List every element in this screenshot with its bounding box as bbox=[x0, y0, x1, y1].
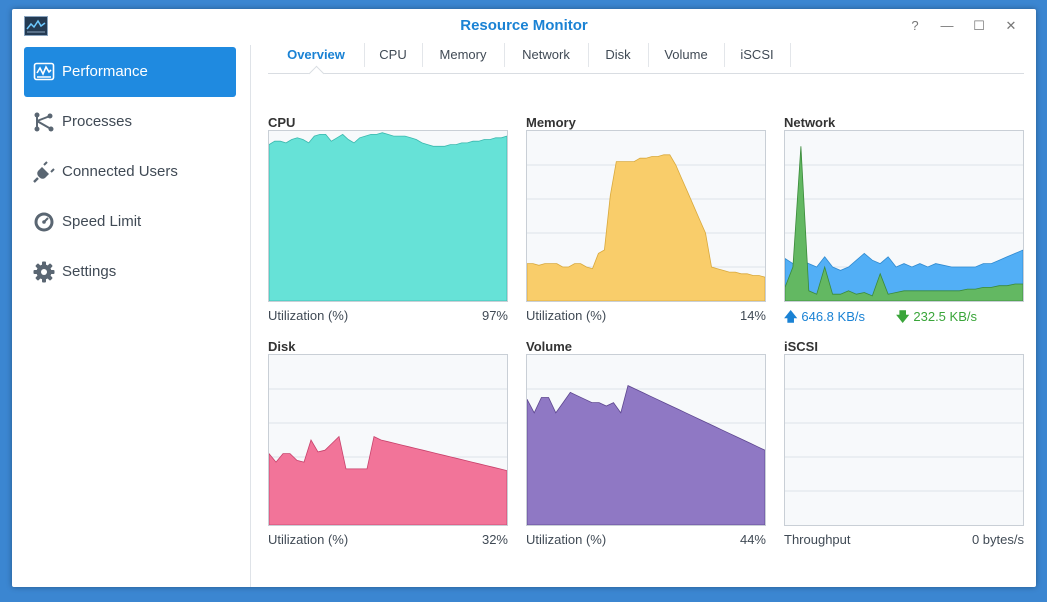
network-download: 🡇 232.5 KB/s bbox=[896, 308, 977, 330]
tab-disk[interactable]: Disk bbox=[588, 43, 649, 67]
panel-title: CPU bbox=[268, 115, 296, 130]
cpu-series-area bbox=[269, 132, 507, 301]
disk-panel: Disk Utilization (%) 32% bbox=[268, 339, 508, 547]
iscsi-value: 0 bytes/s bbox=[971, 532, 1024, 547]
maximize-icon[interactable]: ☐ bbox=[973, 18, 985, 33]
download-series-area bbox=[785, 146, 1023, 301]
memory-value: 14% bbox=[739, 308, 766, 323]
panel-title: Volume bbox=[526, 339, 572, 354]
download-arrow-icon: 🡇 bbox=[896, 309, 910, 324]
sidebar-item-processes[interactable]: Processes bbox=[24, 97, 236, 147]
tab-iscsi[interactable]: iSCSI bbox=[724, 43, 791, 67]
minimize-icon[interactable]: — bbox=[940, 18, 954, 33]
network-download-value: 232.5 KB/s bbox=[913, 309, 977, 324]
sidebar-item-connected-users[interactable]: Connected Users bbox=[24, 147, 236, 197]
memory-metric-label: Utilization (%) bbox=[526, 308, 607, 323]
sidebar-item-label: Processes bbox=[62, 113, 133, 130]
memory-graph[interactable] bbox=[526, 130, 766, 302]
network-upload-value: 646.8 KB/s bbox=[801, 309, 865, 324]
sidebar-item-speed-limit[interactable]: Speed Limit bbox=[24, 197, 236, 247]
window-title: Resource Monitor bbox=[460, 17, 588, 34]
cpu-metric-label: Utilization (%) bbox=[268, 308, 349, 323]
network-panel: Network 🡅 646.8 KB/s 🡇 232.5 KB/s bbox=[784, 115, 1024, 324]
sidebar: Performance Processes Connected Users bbox=[12, 45, 251, 587]
disk-chart bbox=[269, 388, 507, 525]
resource-monitor-window: Resource Monitor ? — ☐ ✕ Performance Pro… bbox=[12, 9, 1036, 587]
gauge-icon bbox=[34, 212, 54, 232]
disk-series-area bbox=[269, 435, 507, 525]
volume-value: 44% bbox=[739, 532, 766, 547]
cpu-value: 97% bbox=[481, 308, 508, 323]
memory-chart bbox=[527, 154, 765, 301]
close-icon[interactable]: ✕ bbox=[1005, 18, 1017, 33]
network-chart bbox=[785, 146, 1023, 301]
cpu-chart bbox=[269, 132, 507, 301]
volume-chart bbox=[527, 385, 765, 525]
resource-monitor-app-icon bbox=[24, 16, 48, 36]
upload-arrow-icon: 🡅 bbox=[784, 309, 798, 324]
sidebar-item-performance[interactable]: Performance bbox=[24, 47, 236, 97]
volume-panel: Volume Utilization (%) 44% bbox=[526, 339, 766, 547]
memory-series-area bbox=[527, 154, 765, 301]
panel-title: Memory bbox=[526, 115, 576, 130]
volume-series-area bbox=[527, 385, 765, 525]
active-tab-indicator bbox=[308, 65, 325, 82]
tab-network[interactable]: Network bbox=[504, 43, 589, 67]
disk-value: 32% bbox=[481, 532, 508, 547]
iscsi-metric-label: Throughput bbox=[784, 532, 851, 547]
volume-graph[interactable] bbox=[526, 354, 766, 526]
iscsi-graph[interactable] bbox=[784, 354, 1024, 526]
tab-overview[interactable]: Overview bbox=[268, 43, 365, 67]
plug-icon bbox=[33, 161, 55, 183]
iscsi-chart bbox=[785, 388, 1023, 492]
memory-panel: Memory Utilization (%) 14% bbox=[526, 115, 766, 323]
network-upload: 🡅 646.8 KB/s bbox=[784, 308, 865, 330]
network-graph[interactable] bbox=[784, 130, 1024, 302]
title-bar: Resource Monitor ? — ☐ ✕ bbox=[12, 9, 1036, 45]
volume-metric-label: Utilization (%) bbox=[526, 532, 607, 547]
tab-volume[interactable]: Volume bbox=[648, 43, 725, 67]
disk-graph[interactable] bbox=[268, 354, 508, 526]
sidebar-item-label: Settings bbox=[62, 263, 117, 280]
panel-title: Network bbox=[784, 115, 836, 130]
performance-icon bbox=[33, 62, 55, 81]
disk-metric-label: Utilization (%) bbox=[268, 532, 349, 547]
sidebar-item-label: Speed Limit bbox=[62, 213, 142, 230]
tab-cpu[interactable]: CPU bbox=[364, 43, 423, 67]
sidebar-item-label: Connected Users bbox=[62, 163, 178, 180]
cpu-graph[interactable] bbox=[268, 130, 508, 302]
iscsi-panel: iSCSI Throughput 0 bytes/s bbox=[784, 339, 1024, 547]
tab-bar: Overview CPU Memory Network Disk Volume … bbox=[268, 43, 1024, 82]
panel-title: Disk bbox=[268, 339, 296, 354]
sidebar-item-label: Performance bbox=[62, 63, 148, 80]
processes-icon bbox=[34, 112, 54, 132]
cpu-panel: CPU Utilization (%) 97% bbox=[268, 115, 508, 323]
upload-series-area bbox=[785, 249, 1023, 301]
help-icon[interactable]: ? bbox=[911, 18, 919, 33]
gear-icon bbox=[33, 261, 55, 283]
panel-title: iSCSI bbox=[784, 339, 818, 354]
tab-memory[interactable]: Memory bbox=[422, 43, 505, 67]
sidebar-item-settings[interactable]: Settings bbox=[24, 247, 236, 297]
